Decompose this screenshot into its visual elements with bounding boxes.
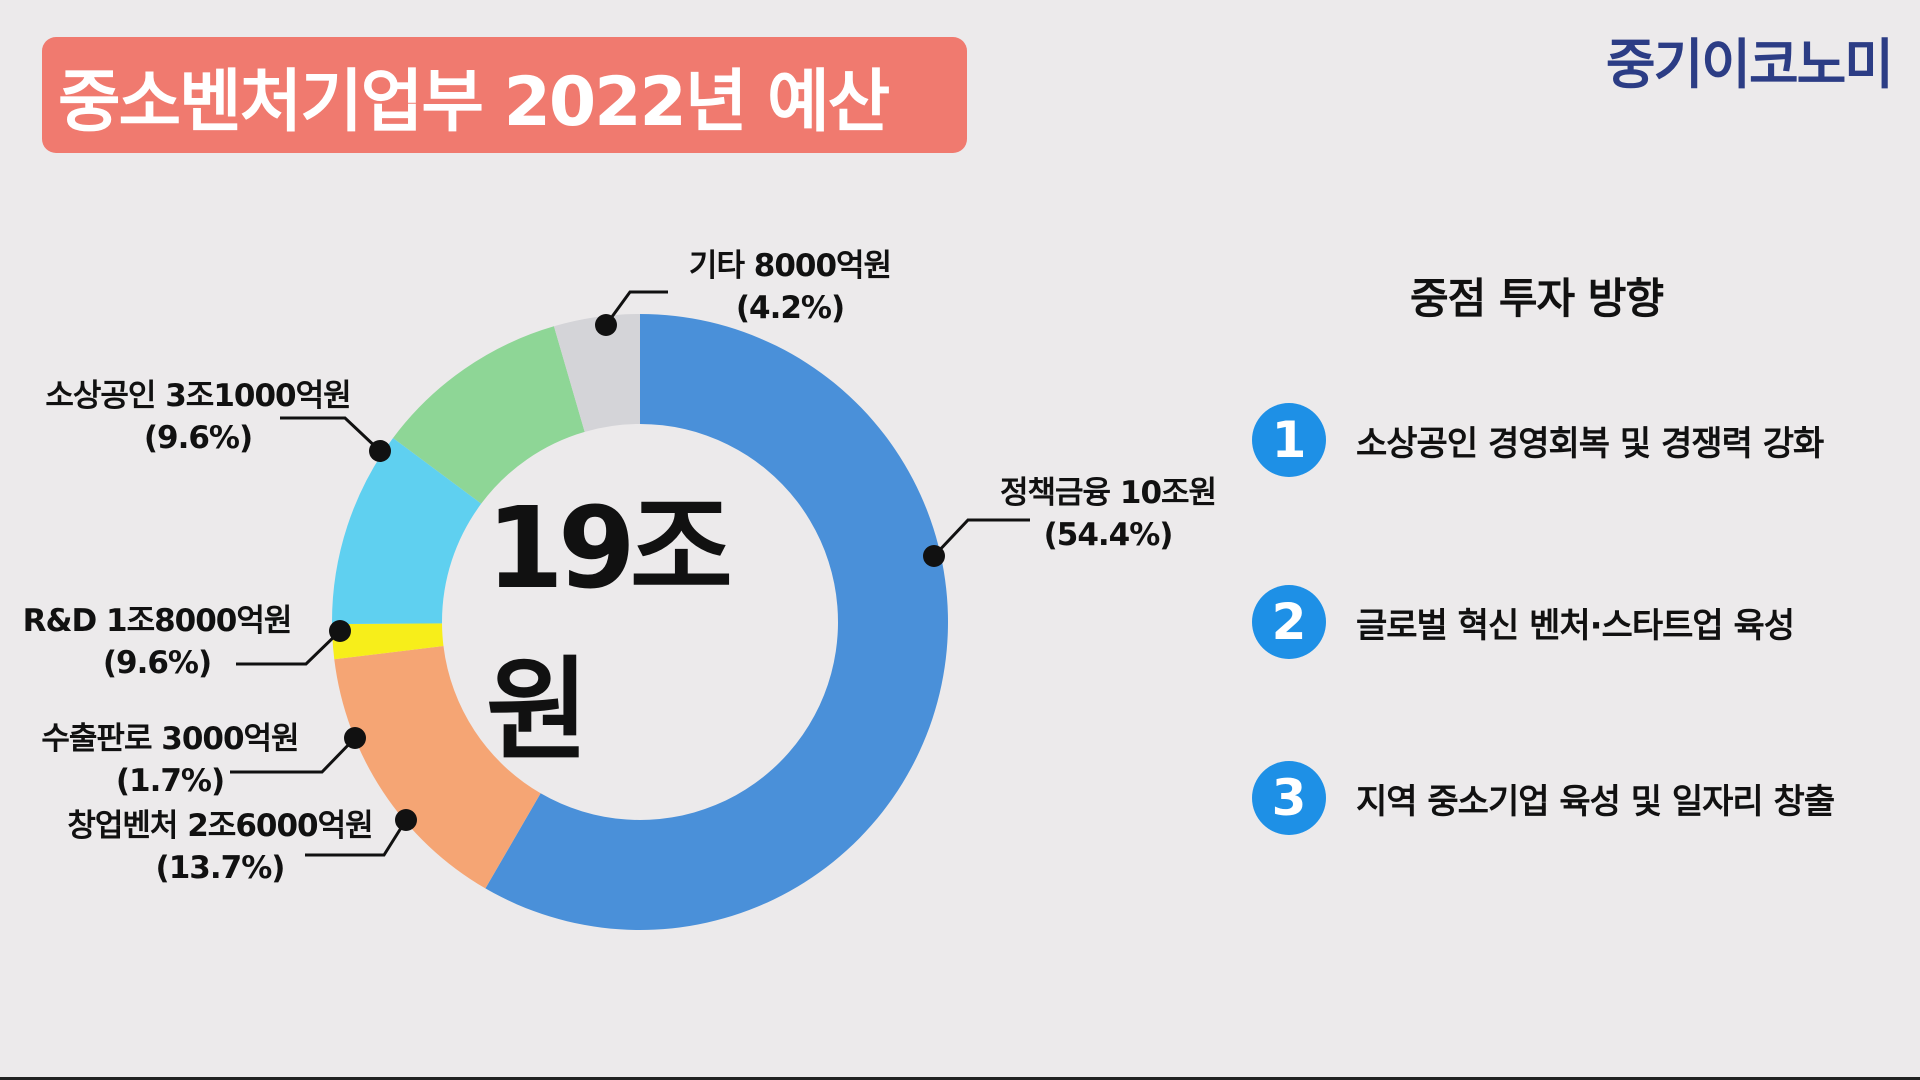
label-startup-amount: 창업벤처 2조6000억원 (67, 808, 373, 844)
focus-item-1: 1 소상공인 경영회복 및 경쟁력 강화 (1252, 402, 1824, 478)
leader-export-line (230, 736, 357, 774)
leader-rnd-line (236, 629, 342, 666)
label-policy-finance-percent: (54.4%) (1043, 517, 1174, 553)
focus-item-text: 글로벌 혁신 벤처·스타트업 육성 (1356, 605, 1795, 646)
slice-etc (553, 314, 640, 432)
label-rnd: R&D 1조8000억원 (9.6%) (12, 600, 302, 684)
label-startup-percent: (13.7%) (155, 850, 286, 886)
label-etc-percent: (4.2%) (735, 290, 845, 326)
slice-startup (334, 645, 541, 889)
focus-number-badge: 3 (1252, 761, 1326, 835)
leader-small-business-line (280, 416, 382, 453)
label-small-business: 소상공인 3조1000억원 (9.6%) (28, 375, 368, 459)
label-small-business-amount: 소상공인 3조1000억원 (45, 378, 351, 414)
focus-title: 중점 투자 방향 (1410, 274, 1664, 323)
label-etc: 기타 8000억원 (4.2%) (670, 245, 910, 329)
leader-small-business-dot (369, 440, 391, 462)
slice-small-business (393, 326, 585, 504)
label-small-business-percent: (9.6%) (143, 420, 253, 456)
label-export-amount: 수출판로 3000억원 (41, 721, 299, 757)
label-rnd-amount: R&D 1조8000억원 (22, 603, 293, 639)
focus-number-badge: 2 (1252, 585, 1326, 659)
focus-item-3: 3 지역 중소기업 육성 및 일자리 창출 (1252, 760, 1835, 836)
leader-startup-dot (395, 809, 417, 831)
center-total-label: 19조원 (486, 484, 733, 776)
focus-item-text: 소상공인 경영회복 및 경쟁력 강화 (1356, 423, 1824, 464)
slice-policy-finance (485, 314, 948, 930)
label-export-percent: (1.7%) (115, 763, 225, 799)
slice-export (332, 623, 444, 660)
slice-rnd (331, 437, 482, 625)
label-startup: 창업벤처 2조6000억원 (13.7%) (40, 805, 400, 889)
leader-policy-finance-line (932, 518, 1030, 558)
leader-policy-finance-dot (923, 545, 945, 567)
label-policy-finance: 정책금융 10조원 (54.4%) (1000, 472, 1217, 556)
title-banner: 중소벤처기업부 2022년 예산 (42, 37, 967, 153)
bottom-divider (0, 1077, 1920, 1080)
label-policy-finance-amount: 정책금융 10조원 (1000, 475, 1217, 511)
label-export: 수출판로 3000억원 (1.7%) (20, 718, 320, 802)
leader-etc-dot (595, 314, 617, 336)
label-rnd-percent: (9.6%) (102, 645, 212, 681)
label-etc-amount: 기타 8000억원 (688, 248, 892, 284)
leader-export-dot (344, 727, 366, 749)
leader-startup-line (305, 819, 408, 857)
focus-number-badge: 1 (1252, 403, 1326, 477)
page-title: 중소벤처기업부 2022년 예산 (58, 62, 890, 142)
leader-etc-line (604, 290, 668, 326)
focus-item-text: 지역 중소기업 육성 및 일자리 창출 (1356, 781, 1835, 822)
brand-logo: 중기이코노미 (1605, 33, 1894, 96)
focus-item-2: 2 글로벌 혁신 벤처·스타트업 육성 (1252, 584, 1795, 660)
leader-rnd-dot (329, 620, 351, 642)
